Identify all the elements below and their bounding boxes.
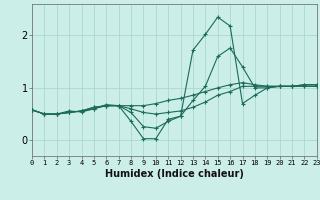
- X-axis label: Humidex (Indice chaleur): Humidex (Indice chaleur): [105, 169, 244, 179]
